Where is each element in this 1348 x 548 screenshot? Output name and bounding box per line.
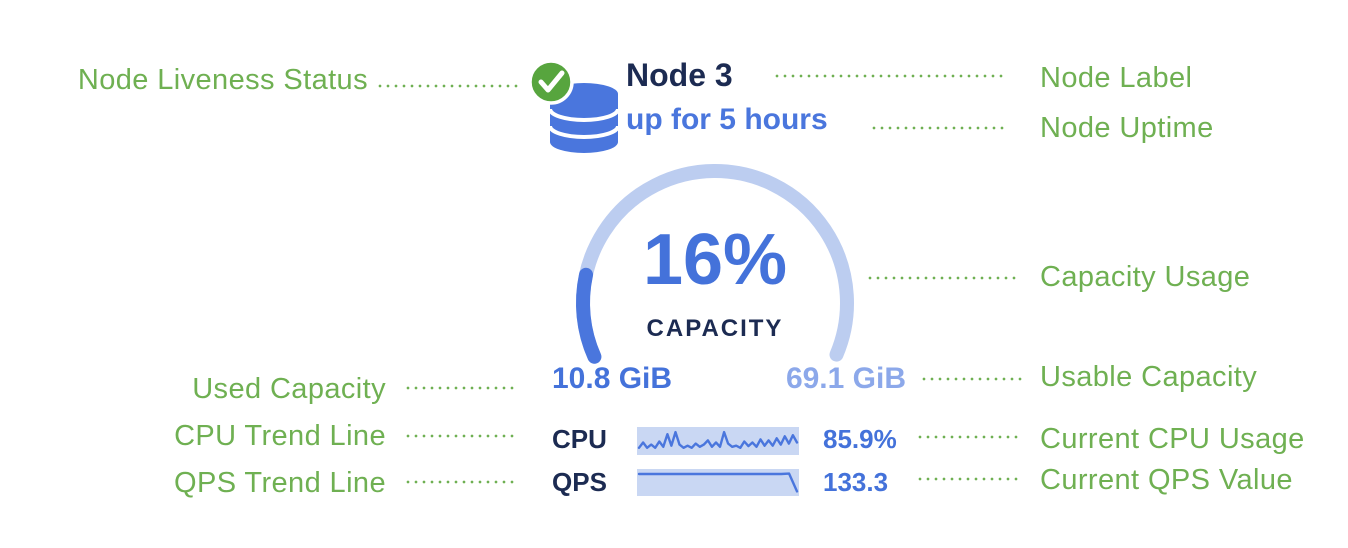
capacity-percentage: 16% (642, 220, 788, 300)
annotation-cpu-trend-line: CPU Trend Line (174, 420, 386, 452)
connector-dotted-line (922, 377, 1026, 381)
annotation-node-liveness-status: Node Liveness Status (77, 64, 368, 96)
cpu-usage-value: 85.9% (823, 424, 897, 454)
annotation-current-qps-value: Current QPS Value (1040, 464, 1293, 496)
annotation-node-label: Node Label (1040, 62, 1193, 94)
annotation-qps-trend-line: QPS Trend Line (174, 467, 386, 499)
connector-dotted-line (378, 84, 522, 88)
annotation-current-cpu-usage: Current CPU Usage (1040, 423, 1305, 455)
qps-sparkline (637, 469, 799, 496)
capacity-gauge (576, 164, 854, 364)
annotation-node-uptime: Node Uptime (1040, 112, 1214, 144)
connector-dotted-line (868, 276, 1020, 280)
capacity-caption: CAPACITY (646, 315, 784, 342)
gauge-used-arc (576, 164, 854, 364)
annotation-used-capacity: Used Capacity (192, 373, 386, 405)
annotation-usable-capacity: Usable Capacity (1040, 361, 1258, 393)
cpu-label: CPU (552, 424, 607, 454)
connector-dotted-line (775, 74, 1007, 78)
cpu-sparkline (637, 427, 799, 455)
node-uptime: up for 5 hours (626, 103, 828, 136)
used-capacity-value: 10.8 GiB (552, 362, 673, 395)
liveness-check-icon (528, 59, 574, 105)
qps-label: QPS (552, 467, 607, 497)
connector-dotted-line (918, 477, 1022, 481)
connector-dotted-line (406, 434, 518, 438)
qps-value: 133.3 (823, 467, 889, 497)
connector-dotted-line (872, 126, 1006, 130)
node-label: Node 3 (626, 57, 733, 93)
connector-dotted-line (406, 480, 518, 484)
connector-dotted-line (406, 386, 518, 390)
annotation-capacity-usage: Capacity Usage (1040, 261, 1251, 293)
usable-capacity-value: 69.1 GiB (785, 362, 906, 395)
connector-dotted-line (918, 435, 1022, 439)
capacity-values-row: 10.8 GiB 69.1 GiB (552, 362, 906, 396)
node-icon-cluster (528, 59, 620, 153)
